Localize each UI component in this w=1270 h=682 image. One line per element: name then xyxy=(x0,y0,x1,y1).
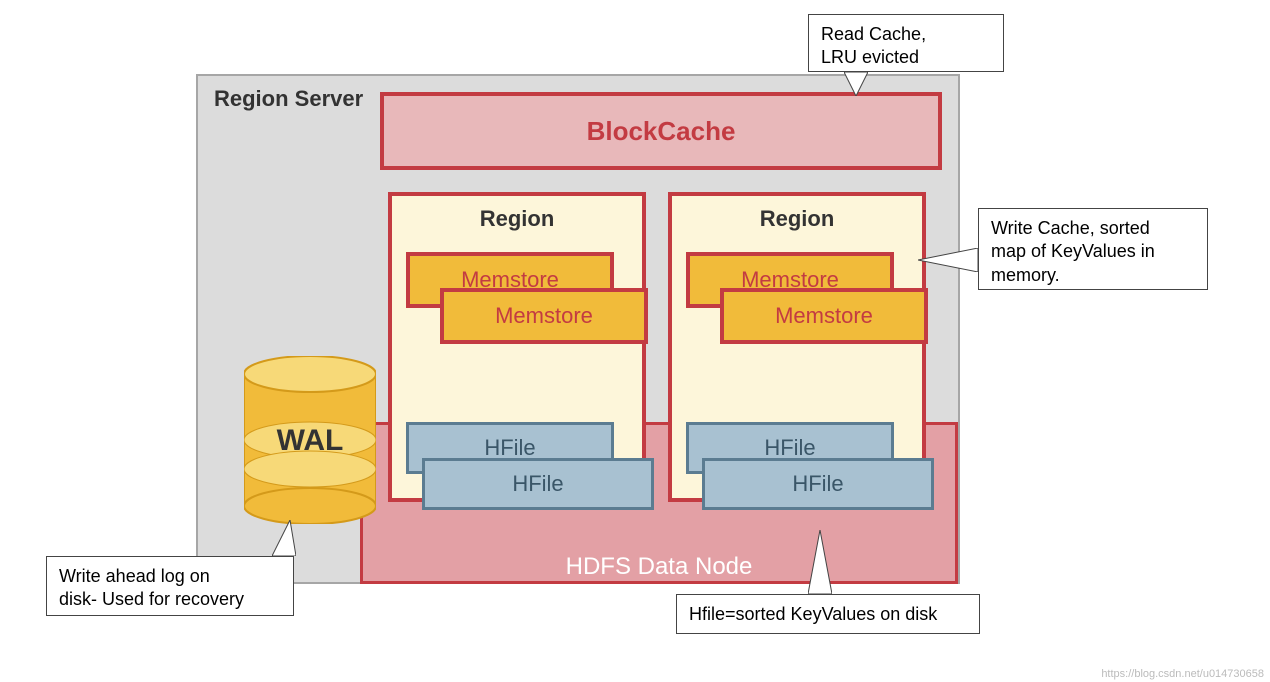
hfile-label: HFile xyxy=(512,471,563,497)
callout-wal-note: Write ahead log ondisk- Used for recover… xyxy=(46,556,294,616)
callout-line: Hfile=sorted KeyValues on disk xyxy=(689,603,967,626)
region-title: Region xyxy=(392,206,642,232)
callout-line: Write Cache, sorted xyxy=(991,217,1195,240)
callout-tail-icon xyxy=(808,530,832,594)
region-title: Region xyxy=(672,206,922,232)
hdfs-data-node-label: HDFS Data Node xyxy=(363,553,955,581)
callout-tail-icon xyxy=(272,520,296,556)
callout-tail-icon xyxy=(918,248,978,272)
callout-line: disk- Used for recovery xyxy=(59,588,281,611)
callout-read-cache: Read Cache,LRU evicted xyxy=(808,14,1004,72)
callout-line: LRU evicted xyxy=(821,46,991,69)
callout-line: Write ahead log on xyxy=(59,565,281,588)
watermark-text: https://blog.csdn.net/u014730658 xyxy=(1101,668,1264,680)
memstore-box: Memstore xyxy=(720,288,928,344)
memstore-label: Memstore xyxy=(775,303,873,329)
callout-tail-icon xyxy=(844,72,868,96)
memstore-box: Memstore xyxy=(440,288,648,344)
hfile-label: HFile xyxy=(792,471,843,497)
callout-line: Read Cache, xyxy=(821,23,991,46)
callout-hfile-note: Hfile=sorted KeyValues on disk xyxy=(676,594,980,634)
wal-label: WAL xyxy=(244,424,376,458)
region-box: RegionMemstoreMemstoreHFileHFile xyxy=(668,192,926,502)
hfile-box: HFile xyxy=(422,458,654,510)
memstore-label: Memstore xyxy=(495,303,593,329)
block-cache-box: BlockCache xyxy=(380,92,942,170)
region-box: RegionMemstoreMemstoreHFileHFile xyxy=(388,192,646,502)
block-cache-label: BlockCache xyxy=(587,116,736,147)
callout-write-cache: Write Cache, sortedmap of KeyValues inme… xyxy=(978,208,1208,290)
region-server-title: Region Server xyxy=(214,86,363,112)
hfile-box: HFile xyxy=(702,458,934,510)
callout-line: map of KeyValues in xyxy=(991,240,1195,263)
callout-line: memory. xyxy=(991,264,1195,287)
